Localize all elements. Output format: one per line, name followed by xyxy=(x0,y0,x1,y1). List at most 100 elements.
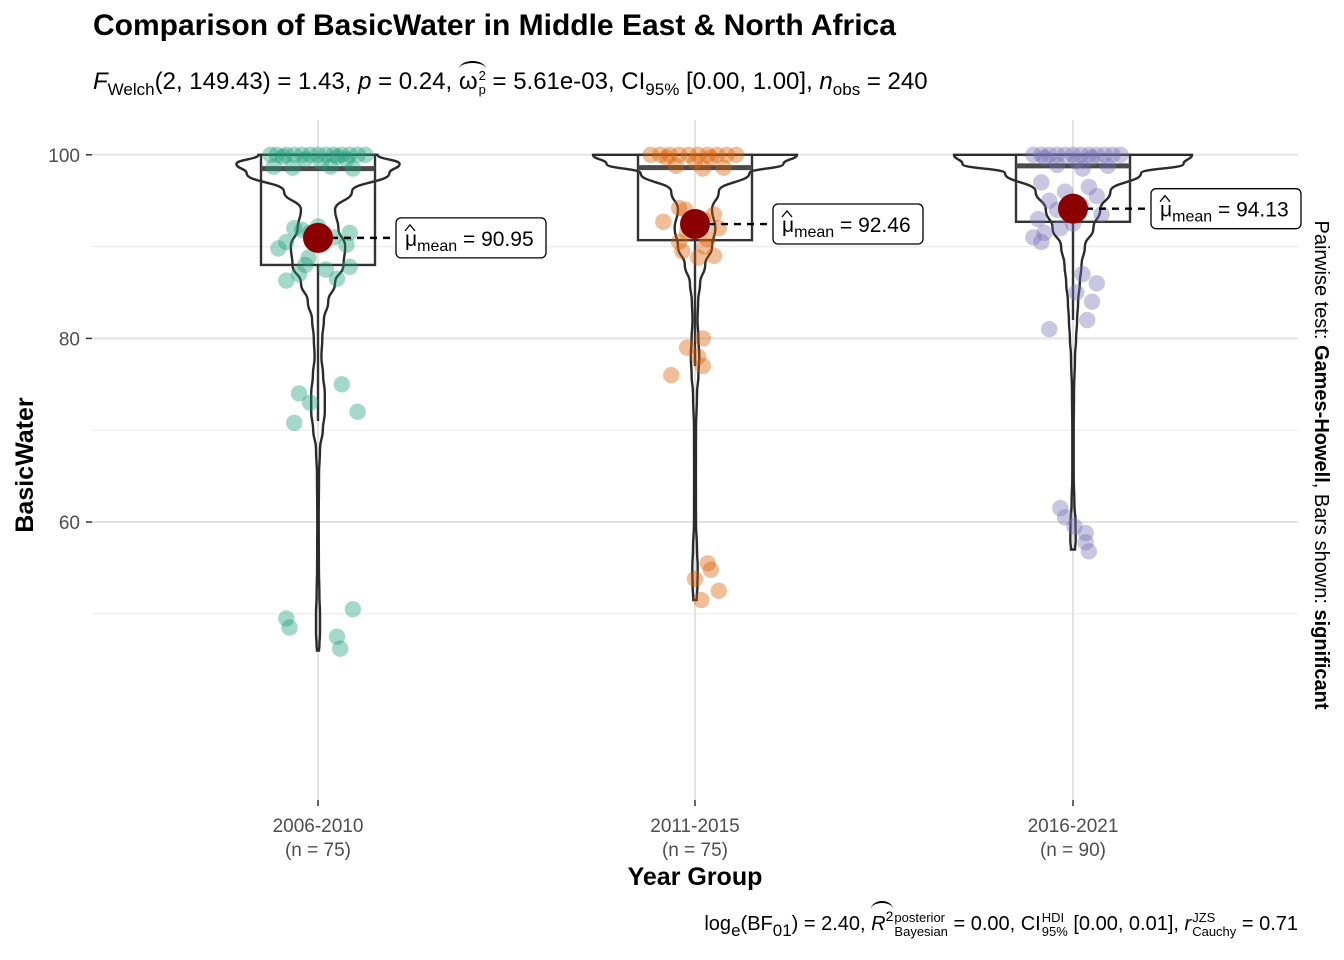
data-point xyxy=(341,146,358,163)
mean-label: μmean = 92.46 xyxy=(782,214,911,241)
x-tick-label: 2011-2015 xyxy=(650,816,739,837)
data-point xyxy=(1080,178,1098,196)
ci-value: [0.00, 1.00], xyxy=(679,68,820,95)
stat-symbol: F xyxy=(93,68,108,95)
data-point xyxy=(694,357,712,375)
data-point xyxy=(1079,311,1096,329)
box-2006-2010 xyxy=(259,153,377,267)
data-point xyxy=(349,403,366,421)
data-point xyxy=(705,206,723,223)
data-point xyxy=(333,146,350,163)
data-point xyxy=(300,249,317,266)
mean-label-box xyxy=(772,203,924,245)
p-symbol: p xyxy=(358,68,372,95)
data-point xyxy=(1072,146,1090,163)
data-point xyxy=(1064,146,1082,163)
data-point xyxy=(265,158,282,175)
data-point xyxy=(1025,146,1042,163)
data-point xyxy=(278,146,295,163)
mean-point xyxy=(1058,193,1088,224)
data-point xyxy=(290,385,308,402)
data-point xyxy=(268,146,286,163)
data-point xyxy=(1077,524,1094,542)
data-point xyxy=(290,265,308,283)
boxplots xyxy=(259,153,1132,422)
data-point xyxy=(1041,146,1058,163)
data-point xyxy=(1077,533,1094,551)
data-point xyxy=(278,233,295,251)
data-point xyxy=(651,146,669,163)
r2-value: = 0.00, CI xyxy=(947,913,1041,935)
bf-text: (BF xyxy=(740,913,773,935)
data-point xyxy=(278,610,295,627)
data-point xyxy=(1080,543,1098,560)
data-point xyxy=(710,582,727,600)
chart-caption: loge(BF01) = 2.40, R2 posterior Bayesian =… xyxy=(704,901,1298,941)
data-point xyxy=(702,561,720,578)
x-tick-label: 2016-2021 xyxy=(1028,816,1119,837)
mean-label-box xyxy=(395,217,547,259)
data-point xyxy=(670,199,688,217)
data-point xyxy=(686,570,704,588)
data-point xyxy=(293,146,311,163)
data-point xyxy=(1099,157,1117,175)
mean-label: μmean = 94.13 xyxy=(1160,199,1289,226)
data-point xyxy=(1074,160,1091,177)
mean-point xyxy=(303,222,333,253)
data-points xyxy=(262,146,1129,657)
data-point xyxy=(678,339,696,356)
data-point xyxy=(1104,146,1121,163)
data-point xyxy=(1067,284,1085,301)
data-point xyxy=(667,157,685,175)
data-point xyxy=(642,146,659,163)
pairwise-shown: significant xyxy=(1310,610,1332,710)
r2-sup: 2 xyxy=(885,908,894,924)
data-point xyxy=(312,153,330,171)
log-text: log xyxy=(704,913,732,935)
data-point xyxy=(670,233,688,251)
p-value: = 0.24, xyxy=(371,68,459,95)
pairwise-middle: , Bars shown: xyxy=(1310,483,1332,610)
data-point xyxy=(1088,146,1105,163)
data-point xyxy=(694,330,712,347)
data-point xyxy=(1033,233,1050,251)
data-point xyxy=(708,146,726,163)
data-point xyxy=(663,366,680,384)
y-tick-label: 100 xyxy=(48,146,80,167)
data-point xyxy=(328,270,346,287)
data-point xyxy=(1033,174,1050,191)
stat-sub: Welch xyxy=(107,80,155,99)
data-point xyxy=(680,146,697,163)
x-tick-label: 2006-2010 xyxy=(273,816,364,837)
x-tick-n-label: (n = 75) xyxy=(285,840,351,861)
data-point xyxy=(1096,146,1113,163)
data-point xyxy=(301,146,319,163)
data-point xyxy=(309,146,327,163)
data-point xyxy=(689,348,707,365)
data-point xyxy=(338,236,355,253)
cauchy-value: = 0.71 xyxy=(1236,913,1298,935)
data-point xyxy=(284,159,301,176)
r2-label-bottom: Bayesian xyxy=(894,923,948,939)
mean-hat xyxy=(404,223,416,232)
data-point xyxy=(1052,220,1069,237)
data-point xyxy=(1029,210,1047,228)
data-point xyxy=(325,146,343,163)
data-point xyxy=(658,149,675,166)
hdi-bottom: 95% xyxy=(1041,923,1068,939)
mean-point xyxy=(680,209,710,240)
data-point xyxy=(1041,192,1058,209)
data-point xyxy=(297,151,314,168)
data-point xyxy=(689,249,707,266)
data-point xyxy=(1083,293,1101,310)
data-point xyxy=(297,256,314,274)
data-point xyxy=(1036,149,1053,166)
data-point xyxy=(1041,321,1058,338)
x-tick-n-label: (n = 75) xyxy=(662,840,728,861)
log-sub: e xyxy=(731,921,741,940)
violin-2011-2015 xyxy=(591,153,799,602)
axes: 60 80 100 2006-2010 (n = 75) 2011-2015 (n = 75… xyxy=(48,146,1118,861)
data-point xyxy=(699,555,716,572)
